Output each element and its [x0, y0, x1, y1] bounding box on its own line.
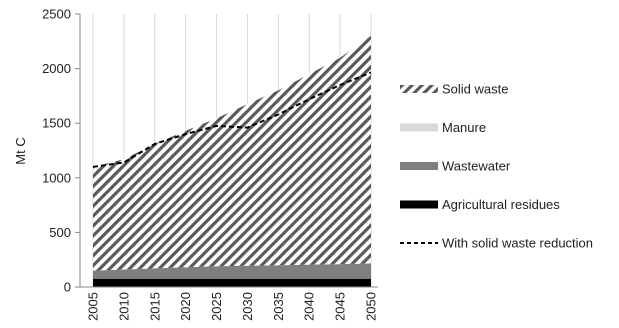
legend: Solid waste Manure Wastewater Agricultural … [400, 82, 593, 251]
y-tick-label-500: 500 [49, 225, 71, 240]
x-tick-label-2015: 2015 [147, 292, 162, 321]
legend-label-wastewater: Wastewater [442, 159, 511, 174]
legend-swatch-agricultural-residues [400, 200, 438, 209]
area-solid-waste [93, 35, 371, 271]
area-agricultural-residues [93, 278, 371, 287]
x-tick-label-2020: 2020 [178, 292, 193, 321]
x-tick-label-2040: 2040 [302, 292, 317, 321]
y-tick-label-2500: 2500 [42, 7, 71, 22]
x-tick-label-2010: 2010 [116, 292, 131, 321]
area-wastewater [93, 263, 371, 279]
legend-label-solid-waste: Solid waste [442, 82, 508, 97]
legend-swatch-solid-waste [400, 85, 438, 93]
area-series [93, 35, 371, 287]
x-tick-label-2050: 2050 [364, 292, 379, 321]
x-tick-label-2025: 2025 [209, 292, 224, 321]
x-tick-label-2035: 2035 [271, 292, 286, 321]
y-tick-labels: 0 500 1000 1500 2000 2500 [42, 7, 71, 295]
line-series [92, 71, 372, 168]
legend-label-manure: Manure [442, 120, 486, 135]
x-tick-label-2005: 2005 [86, 292, 101, 321]
y-tick-label-2000: 2000 [42, 61, 71, 76]
legend-swatch-manure [400, 123, 438, 132]
axes [75, 13, 378, 288]
y-tick-label-0: 0 [64, 280, 71, 295]
y-tick-label-1500: 1500 [42, 116, 71, 131]
x-tick-label-2045: 2045 [333, 292, 348, 321]
x-tick-labels: 2005 2010 2015 2020 2025 2030 2035 2040 2045 2050 [86, 292, 379, 321]
line-with-solid-waste-reduction [92, 71, 372, 168]
y-tick-label-1000: 1000 [42, 170, 71, 185]
x-tick-label-2030: 2030 [240, 292, 255, 321]
legend-label-agricultural-residues: Agricultural residues [442, 197, 560, 212]
y-axis-label: Mt C [13, 137, 28, 164]
legend-swatch-wastewater [400, 162, 438, 170]
legend-label-with-solid-waste-reduction: With solid waste reduction [442, 236, 593, 251]
